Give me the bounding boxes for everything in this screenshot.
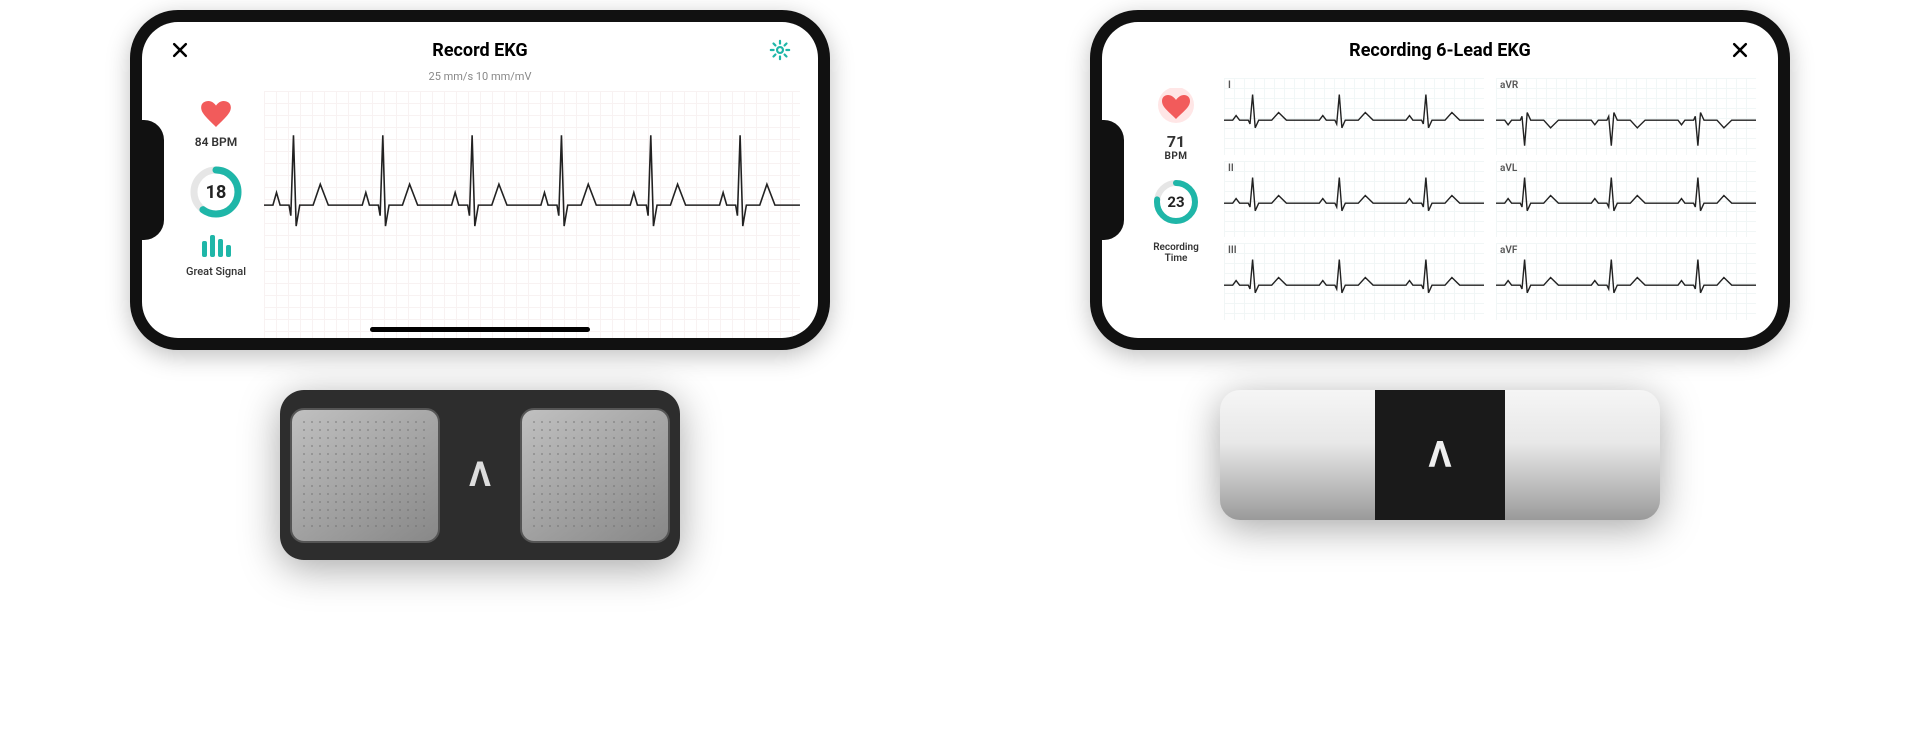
lead-cell-aVR: aVR <box>1496 78 1756 155</box>
lead-cell-aVL: aVL <box>1496 161 1756 238</box>
signal-bars-icon <box>201 235 231 257</box>
progress-value: 18 <box>189 165 243 219</box>
gear-icon <box>769 39 791 61</box>
device-bar: Λ <box>1220 390 1660 520</box>
electrode-pad-left <box>290 408 440 543</box>
close-button[interactable] <box>1726 36 1754 64</box>
leads-grid: I aVR II aV <box>1224 78 1760 334</box>
lead-label: I <box>1228 80 1231 91</box>
ecg-chart <box>264 91 800 338</box>
six-lead-area: I aVR II aV <box>1224 78 1760 334</box>
close-icon <box>1730 40 1750 60</box>
lead-label: III <box>1228 245 1237 256</box>
lead-label: II <box>1228 163 1234 174</box>
bpm-block: 71 BPM <box>1156 88 1196 162</box>
progress-value: 23 <box>1152 178 1200 226</box>
bpm-unit: BPM <box>1156 151 1196 162</box>
settings-button[interactable] <box>766 36 794 64</box>
lead-cell-aVF: aVF <box>1496 243 1756 320</box>
phone-screen-right: Recording 6-Lead EKG 71 BPM <box>1102 22 1778 338</box>
stats-panel: 71 BPM 23 RecordingTime <box>1136 78 1216 334</box>
ecg-trace <box>264 91 800 319</box>
phone-notch <box>1102 120 1124 240</box>
recording-time-label: RecordingTime <box>1153 242 1199 264</box>
page-title: Record EKG <box>194 40 766 61</box>
screen-body: 71 BPM 23 RecordingTime <box>1102 70 1778 334</box>
left-side: Record EKG 25 mm/s 10 mm/mV <box>130 0 830 560</box>
stats-panel: 84 BPM 18 <box>176 91 256 338</box>
device-logo: Λ <box>450 455 510 495</box>
right-side: Recording 6-Lead EKG 71 BPM <box>1090 0 1790 520</box>
progress-ring: 23 <box>1152 178 1200 226</box>
progress-ring: 18 <box>189 165 243 219</box>
phone-notch <box>142 120 164 240</box>
phone-screen-left: Record EKG 25 mm/s 10 mm/mV <box>142 22 818 338</box>
close-button[interactable] <box>166 36 194 64</box>
home-indicator <box>370 327 590 332</box>
phone-frame-left: Record EKG 25 mm/s 10 mm/mV <box>130 10 830 350</box>
heart-icon <box>201 101 231 127</box>
page-title: Recording 6-Lead EKG <box>1154 40 1726 61</box>
header-bar: Record EKG <box>142 22 818 70</box>
bpm-value: 84 BPM <box>195 135 238 149</box>
phone-frame-right: Recording 6-Lead EKG 71 BPM <box>1090 10 1790 350</box>
electrode-pad-right <box>520 408 670 543</box>
heart-icon <box>1156 88 1196 124</box>
bpm-block: 84 BPM <box>195 101 238 149</box>
device-logo: Λ <box>1375 390 1505 520</box>
device-two-pad: Λ <box>280 390 680 560</box>
scale-label: 25 mm/s 10 mm/mV <box>142 70 818 83</box>
lead-cell-I: I <box>1224 78 1484 155</box>
lead-label: aVF <box>1500 245 1517 256</box>
product-comparison: Record EKG 25 mm/s 10 mm/mV <box>0 0 1920 560</box>
screen-body: 84 BPM 18 <box>142 83 818 338</box>
lead-cell-II: II <box>1224 161 1484 238</box>
header-bar: Recording 6-Lead EKG <box>1102 22 1778 70</box>
bpm-value: 71 <box>1156 132 1196 151</box>
signal-label: Great Signal <box>186 265 246 278</box>
close-icon <box>170 40 190 60</box>
lead-cell-III: III <box>1224 243 1484 320</box>
lead-label: aVL <box>1500 163 1517 174</box>
lead-label: aVR <box>1500 80 1518 91</box>
signal-block: Great Signal <box>186 235 246 278</box>
